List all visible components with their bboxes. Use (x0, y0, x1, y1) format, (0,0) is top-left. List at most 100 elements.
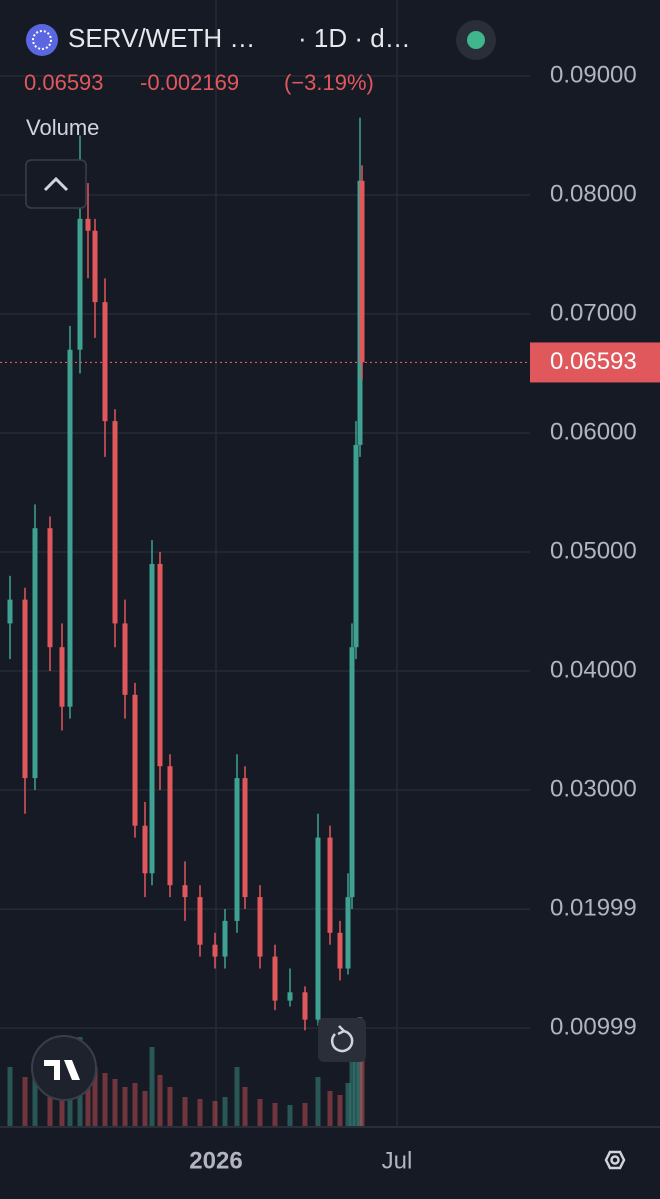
candle-body (337, 932, 343, 969)
interval[interactable]: · 1D · d… (298, 23, 411, 53)
volume-bar (32, 1057, 38, 1127)
candle-body (77, 218, 83, 350)
volume-bar (142, 1091, 148, 1127)
volume-bar (287, 1105, 293, 1127)
volume-bar (149, 1047, 155, 1127)
candle-body (197, 897, 203, 945)
reset-icon (330, 1029, 354, 1053)
token-icon-ring (32, 30, 52, 50)
candle-body (122, 623, 128, 695)
collapse-icon (43, 176, 69, 192)
tv-logo-mark (44, 1060, 80, 1080)
candle-body (22, 599, 28, 779)
y-tick-label: 0.03000 (550, 775, 637, 802)
grid (0, 0, 530, 1127)
volume-bar (102, 1073, 108, 1127)
volume-bar (157, 1075, 163, 1127)
candle-body (112, 421, 118, 624)
collapse-button[interactable] (25, 159, 87, 209)
volume-bar (92, 1067, 98, 1127)
volume-bar (22, 1077, 28, 1127)
candle-body (257, 897, 263, 957)
y-tick-label: 0.09000 (550, 61, 637, 88)
candle-body (149, 563, 155, 874)
change-pct: (−3.19%) (284, 70, 374, 95)
candle-body (157, 563, 163, 767)
y-tick-label: 0.06000 (550, 418, 637, 445)
status-dot (467, 31, 485, 49)
volume-bar (349, 1057, 355, 1127)
volume-bar (222, 1097, 228, 1127)
volume-bar (212, 1101, 218, 1127)
candle-body (359, 180, 365, 363)
candle-body (59, 647, 65, 707)
volume-bar (357, 1017, 363, 1127)
candle-body (353, 444, 359, 648)
candle-body (132, 694, 138, 826)
settings-icon[interactable] (604, 1150, 626, 1170)
price: 0.06593 (24, 70, 104, 95)
candle-body (92, 230, 98, 303)
change: -0.002169 (140, 70, 239, 95)
candle-body (222, 920, 228, 957)
candle-body (272, 956, 278, 1001)
candle-body (167, 766, 173, 886)
volume-bar (337, 1095, 343, 1127)
settings-icon-center (610, 1155, 620, 1165)
reset-icon-arrow (337, 1025, 347, 1036)
price-tag: 0.06593 (550, 348, 637, 375)
candle-body (142, 825, 148, 874)
candle-body (85, 218, 91, 231)
volume-bar (167, 1087, 173, 1127)
volume-bar (7, 1067, 13, 1127)
candle-body (349, 647, 355, 898)
volume-bar (197, 1099, 203, 1127)
y-tick-label: 0.07000 (550, 299, 637, 326)
volume-bar (257, 1099, 263, 1127)
candle-body (327, 837, 333, 933)
candle-body (287, 992, 293, 1001)
y-tick-label: 0.05000 (550, 537, 637, 564)
volume-bar (302, 1103, 308, 1127)
volume-bar (359, 1047, 365, 1127)
x-tick-label: 2026 (189, 1147, 242, 1174)
volume-bar (112, 1079, 118, 1127)
volume-bar (315, 1077, 321, 1127)
axes: 0.09000 0.08000 0.07000 0.06000 0.05000 0.040… (0, 61, 660, 1174)
candle-body (67, 349, 73, 707)
volume-bar (345, 1083, 351, 1127)
volume-bar (59, 1083, 65, 1127)
volume-bar (122, 1087, 128, 1127)
symbol[interactable]: SERV/WETH … (68, 23, 255, 53)
candle-body (302, 992, 308, 1020)
candle-body (32, 528, 38, 779)
reset-button[interactable] (318, 1018, 366, 1062)
candle-body (234, 778, 240, 921)
candle-body (345, 897, 351, 969)
y-tick-label: 0.01999 (550, 894, 637, 921)
volume-bar (182, 1097, 188, 1127)
volume-label: Volume (26, 115, 99, 140)
candle-layer (7, 117, 365, 1031)
y-tick-label: 0.08000 (550, 180, 637, 207)
volume-bar (132, 1083, 138, 1127)
volume-bar (242, 1087, 248, 1127)
y-tick-label: 0.04000 (550, 656, 637, 683)
y-tick-label: 0.00999 (550, 1013, 637, 1040)
candle-body (182, 885, 188, 898)
candle-body (315, 837, 321, 1020)
volume-bar (272, 1103, 278, 1127)
volume-bar (353, 1037, 359, 1127)
volume-bar (47, 1071, 53, 1127)
candle-body (242, 778, 248, 898)
volume-bar (327, 1091, 333, 1127)
x-tick-label: Jul (382, 1147, 413, 1174)
volume-bar (234, 1067, 240, 1127)
candle-body (47, 528, 53, 648)
candle-body (102, 302, 108, 422)
token-icon (26, 24, 58, 56)
tv-logo[interactable] (31, 1035, 97, 1101)
